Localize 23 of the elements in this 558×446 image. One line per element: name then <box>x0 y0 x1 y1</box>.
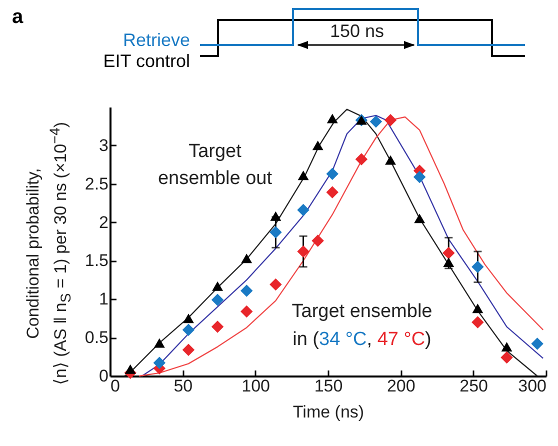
annotation: Target ensemble out <box>156 140 274 191</box>
annotation: , <box>366 329 374 350</box>
y-tick-label: 1 <box>99 290 108 309</box>
text: Retrieve <box>122 30 190 51</box>
text: 47 °C <box>377 329 426 350</box>
x-tick-label: 250 <box>460 376 488 396</box>
x-tick-label: 300 <box>518 376 546 396</box>
text: 34 °C <box>319 329 367 350</box>
annotation: ) <box>425 329 432 350</box>
text: 150 ns <box>328 21 386 42</box>
x-tick-label: 0 <box>110 376 120 396</box>
x-tick-label: 150 <box>314 376 343 396</box>
x-tick-label: 50 <box>174 376 193 396</box>
x-tick-label: 100 <box>242 376 270 396</box>
text: EIT control <box>103 51 190 72</box>
y-tick-label: 2.5 <box>84 174 108 194</box>
y-tick-label: 1.5 <box>84 251 108 270</box>
x-axis-title: Time (ns) <box>292 402 364 422</box>
text: a <box>12 6 24 28</box>
y-tick-label: 3 <box>99 136 108 155</box>
x-tick-label: 200 <box>386 376 416 396</box>
y-tick-label: 0.5 <box>84 328 108 348</box>
y-tick-label: 2 <box>99 212 108 232</box>
